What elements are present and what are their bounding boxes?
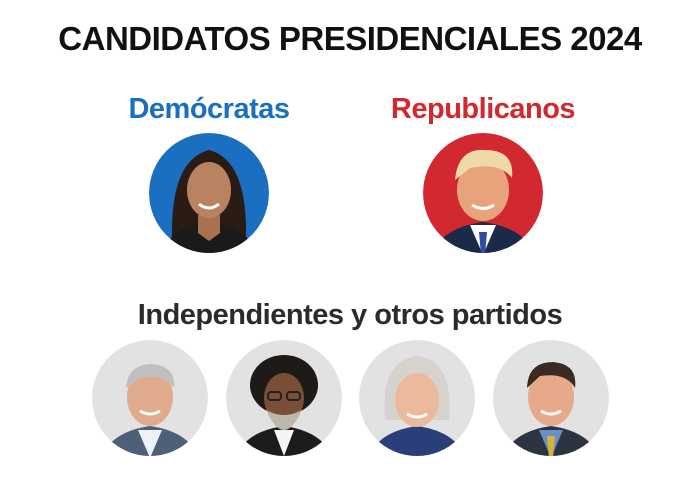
portrait <box>149 133 269 253</box>
party-heading: Republicanos <box>391 93 575 125</box>
portrait <box>423 133 543 253</box>
portrait <box>493 340 609 456</box>
portrait <box>359 340 475 456</box>
section-heading: Independientes y otros partidos <box>138 299 562 331</box>
portrait <box>226 340 342 456</box>
party-heading: Demócratas <box>128 93 289 125</box>
title: CANDIDATOS PRESIDENCIALES 2024 <box>58 20 643 57</box>
portrait <box>92 340 208 456</box>
